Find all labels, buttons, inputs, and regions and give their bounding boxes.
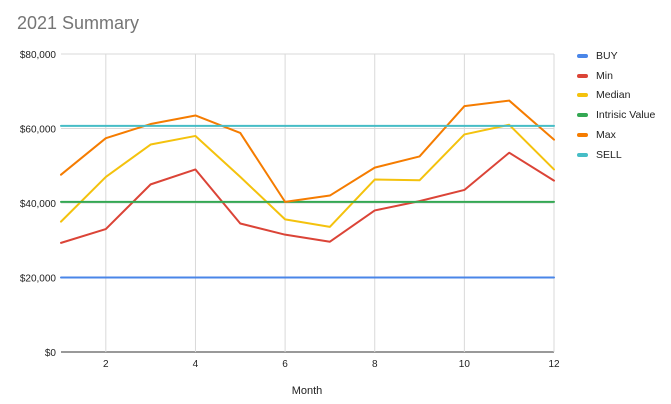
legend-swatch	[577, 93, 588, 98]
legend-swatch	[577, 152, 588, 157]
legend-swatch	[577, 53, 588, 58]
legend-swatch	[577, 133, 588, 138]
legend-item-intrisic-value: Intrisic Value	[577, 105, 655, 125]
series-line-max	[60, 99, 555, 203]
legend-label: SELL	[596, 148, 622, 161]
legend-item-median: Median	[577, 86, 655, 106]
tick-layer: $0 $20,000 $40,000 $60,000 $80,000 2 4 6 8 10 12	[20, 50, 560, 370]
legend-label: Median	[596, 89, 631, 102]
chart-title: 2021 Summary	[17, 13, 140, 33]
y-tick-label: $40,000	[20, 199, 57, 210]
y-tick-label: $0	[45, 348, 57, 359]
x-tick-label: 4	[193, 359, 199, 370]
legend-label: Max	[596, 129, 616, 142]
x-tick-label: 10	[459, 359, 471, 370]
x-tick-label: 6	[282, 359, 288, 370]
legend-label: Intrisic Value	[596, 109, 656, 122]
chart-legend: BUY Min Median Intrisic Value Max SELL	[577, 46, 655, 165]
x-axis-label: Month	[292, 385, 323, 397]
series-layer	[60, 99, 555, 279]
legend-swatch	[577, 73, 588, 78]
y-tick-label: $20,000	[20, 274, 57, 285]
legend-swatch	[577, 113, 588, 118]
legend-item-buy: BUY	[577, 46, 655, 66]
legend-item-sell: SELL	[577, 145, 655, 165]
legend-item-max: Max	[577, 125, 655, 145]
series-line-median	[60, 123, 555, 228]
y-tick-label: $60,000	[20, 125, 57, 136]
legend-label: BUY	[596, 49, 618, 62]
x-tick-label: 8	[372, 359, 378, 370]
grid-layer	[61, 53, 555, 353]
y-tick-label: $80,000	[20, 50, 57, 61]
legend-label: Min	[596, 69, 613, 82]
legend-item-min: Min	[577, 66, 655, 86]
series-line-min	[60, 151, 555, 244]
x-tick-label: 2	[103, 359, 109, 370]
x-tick-label: 12	[548, 359, 560, 370]
